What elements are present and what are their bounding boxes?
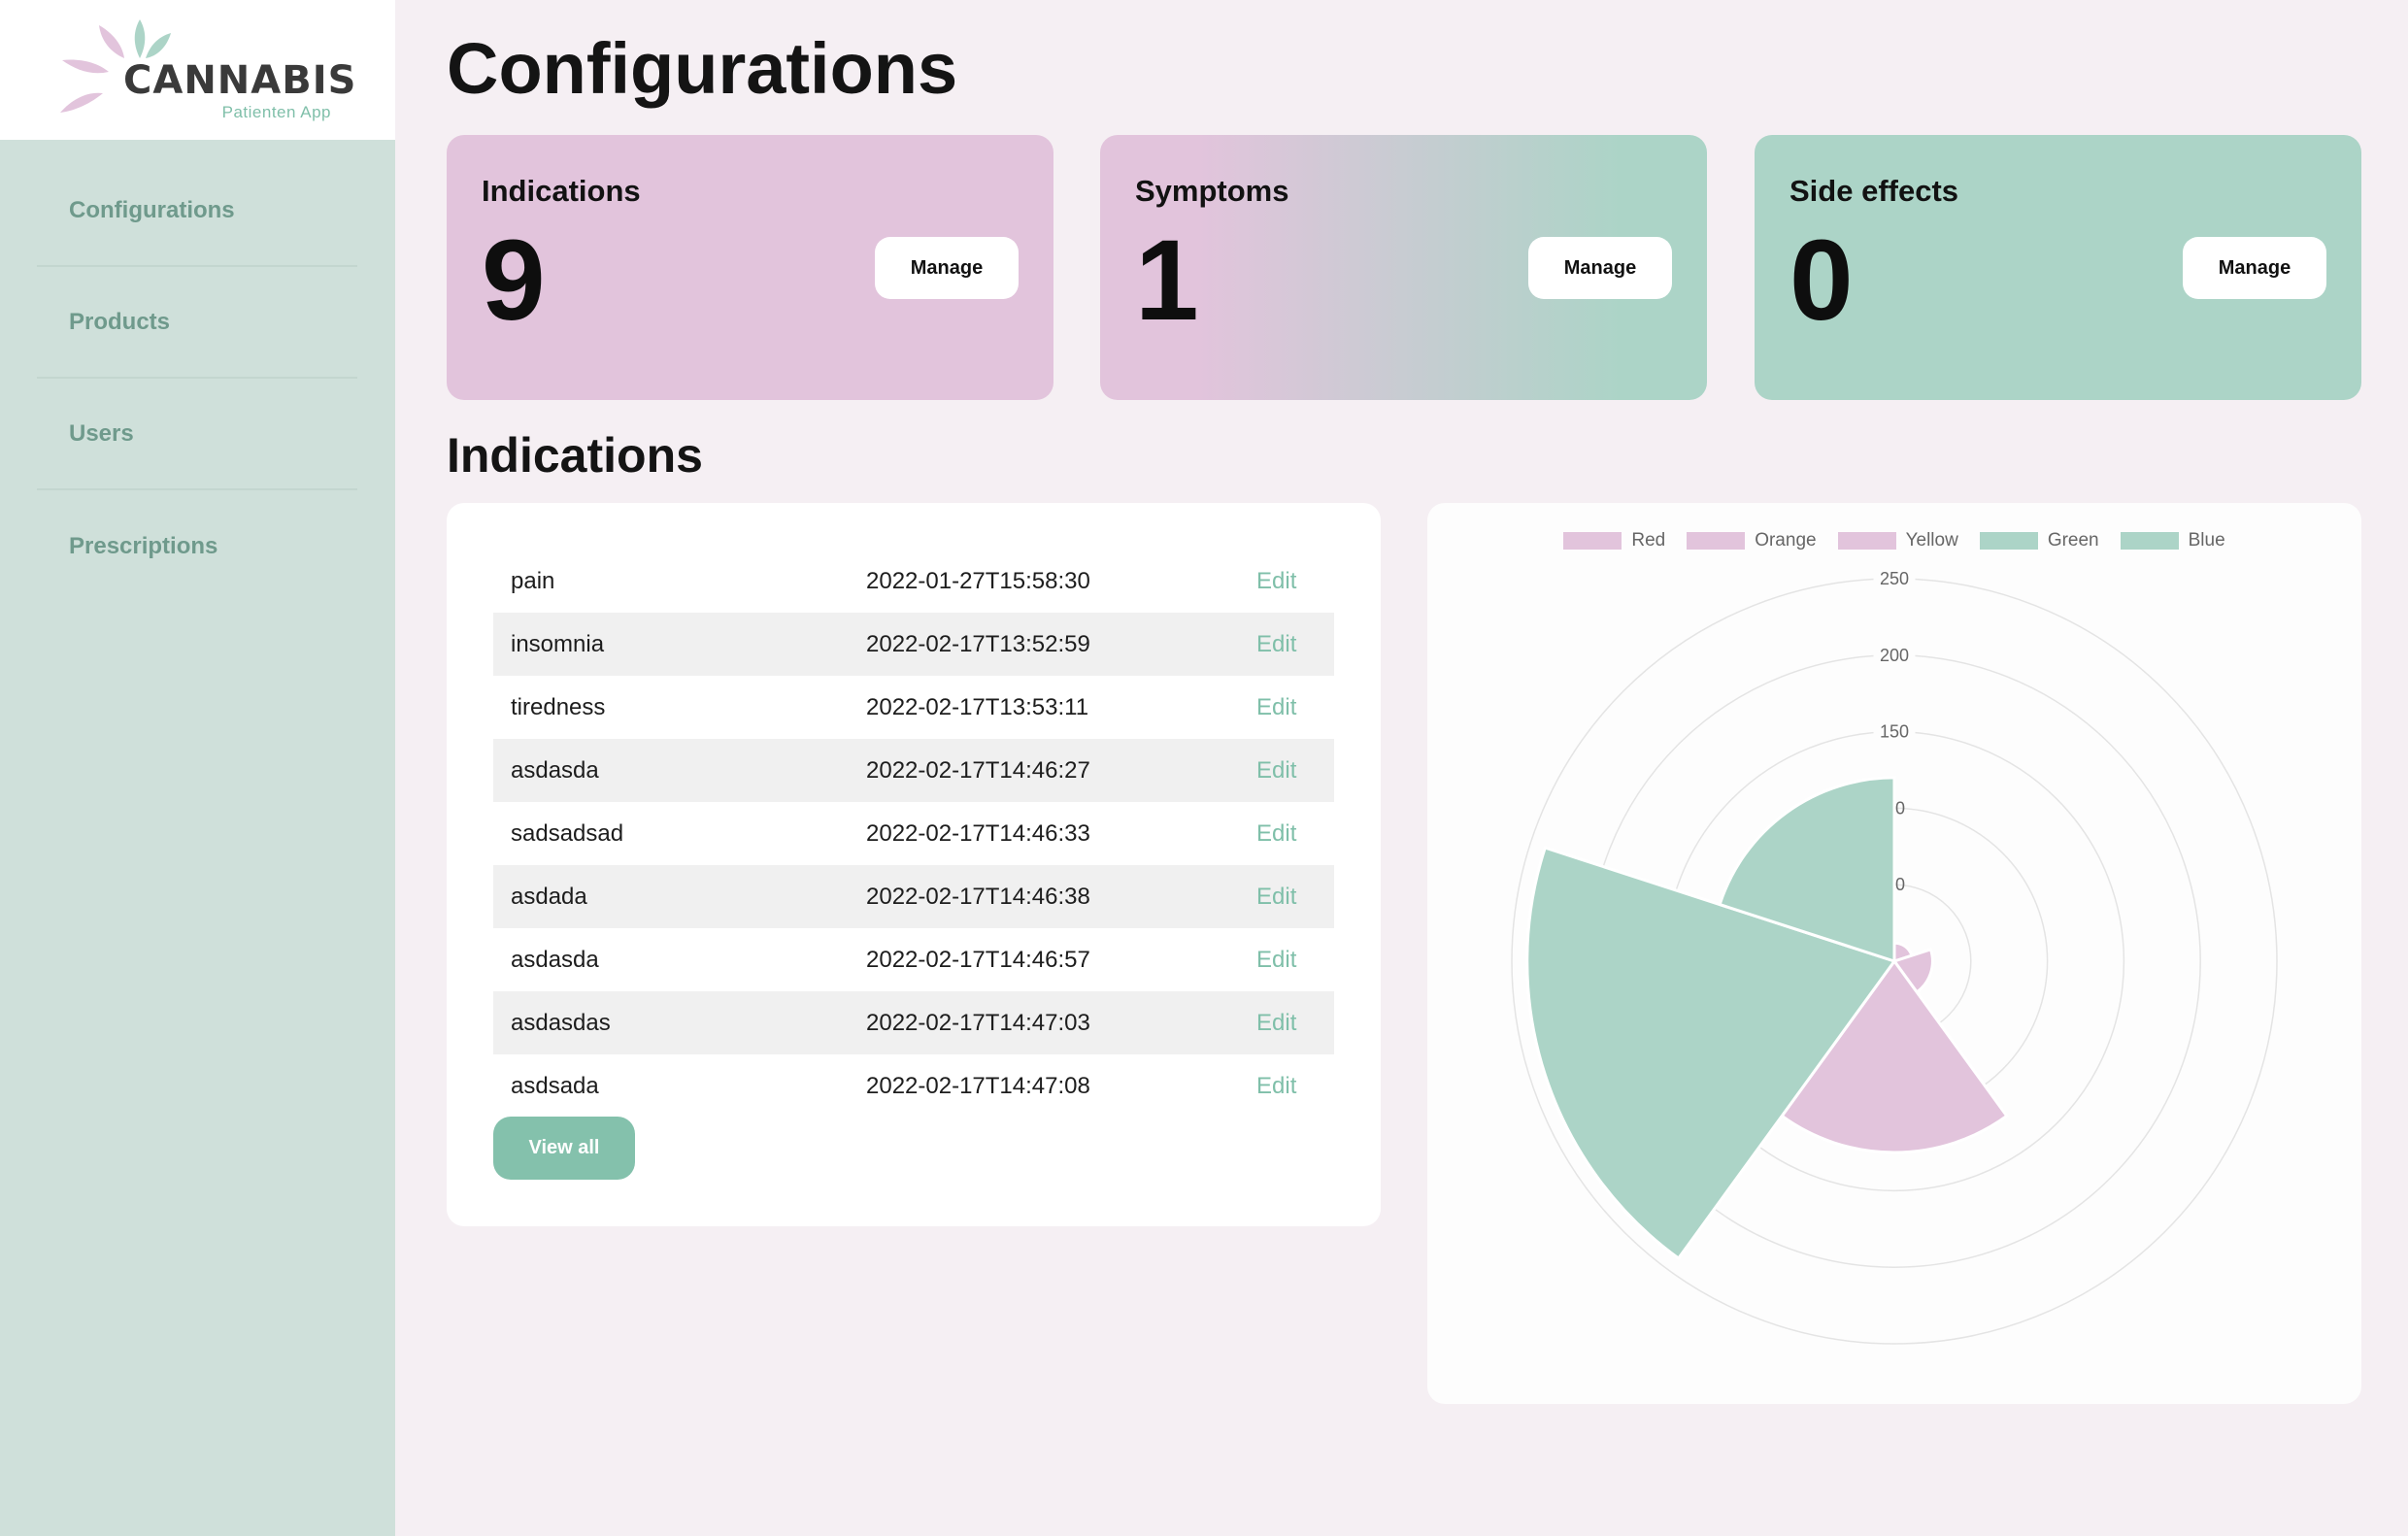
- tick-label-backdrop: [1873, 720, 1916, 743]
- polar-segment-blue[interactable]: [1718, 776, 1896, 964]
- legend-label: Blue: [2188, 530, 2225, 551]
- stat-title: Symptoms: [1135, 174, 1289, 208]
- legend-swatch: [1979, 532, 2038, 550]
- edit-link[interactable]: Edit: [1256, 567, 1297, 594]
- legend-item-red[interactable]: Red: [1563, 530, 1665, 551]
- sidebar-nav: Configurations Products Users Prescripti…: [37, 155, 357, 602]
- stat-title: Indications: [482, 174, 641, 208]
- chart-legend: Red Orange Yellow Green Blue: [1427, 530, 2361, 551]
- tick-label-backdrop: [1873, 644, 1916, 666]
- r-tick-label: 200: [1880, 646, 1909, 665]
- table-row: asdasdas 2022-02-17T14:47:03 Edit: [493, 991, 1334, 1054]
- r-tick-label: 0: [1895, 798, 1905, 818]
- logo[interactable]: CANNABIS Patienten App: [0, 0, 395, 140]
- indication-name: asdasda: [511, 756, 599, 784]
- legend-label: Red: [1631, 530, 1666, 551]
- indication-date: 2022-02-17T13:53:11: [866, 693, 1089, 720]
- indication-date: 2022-02-17T14:46:27: [866, 756, 1090, 784]
- indication-name: asdsada: [511, 1072, 599, 1099]
- sidebar-item-configurations[interactable]: Configurations: [37, 155, 357, 267]
- legend-item-yellow[interactable]: Yellow: [1837, 530, 1958, 551]
- view-all-button[interactable]: View all: [493, 1117, 635, 1180]
- brand-name: CANNABIS: [123, 58, 357, 103]
- symptoms-stat-card: Symptoms 1 Manage: [1100, 135, 1707, 400]
- manage-symptoms-button[interactable]: Manage: [1528, 237, 1672, 299]
- r-tick-label: 0: [1895, 875, 1905, 894]
- polar-area-chart-card: 0 0 150 200 250 Red Orange Yellow Green Blue: [1427, 503, 2361, 1404]
- sidebar: CANNABIS Patienten App Configurations Pr…: [0, 0, 395, 1536]
- indication-name: asdasdas: [511, 1009, 611, 1036]
- legend-swatch: [1837, 532, 1896, 550]
- indication-date: 2022-02-17T14:46:33: [866, 819, 1090, 847]
- table-row: asdada 2022-02-17T14:46:38 Edit: [493, 865, 1334, 928]
- table-row: tiredness 2022-02-17T13:53:11 Edit: [493, 676, 1334, 739]
- table-row: sadsadsad 2022-02-17T14:46:33 Edit: [493, 802, 1334, 865]
- table-row: asdasda 2022-02-17T14:46:27 Edit: [493, 739, 1334, 802]
- tick-label-backdrop: [1873, 568, 1916, 589]
- brand-subtitle: Patienten App: [221, 103, 331, 121]
- legend-item-orange[interactable]: Orange: [1687, 530, 1817, 551]
- sidebar-item-products[interactable]: Products: [37, 267, 357, 379]
- indication-date: 2022-01-27T15:58:30: [866, 567, 1090, 594]
- manage-indications-button[interactable]: Manage: [875, 237, 1019, 299]
- manage-side-effects-button[interactable]: Manage: [2183, 237, 2326, 299]
- edit-link[interactable]: Edit: [1256, 630, 1297, 657]
- stat-value: 9: [482, 217, 546, 345]
- indication-name: tiredness: [511, 693, 606, 720]
- indication-name: sadsadsad: [511, 819, 624, 847]
- legend-label: Orange: [1755, 530, 1817, 551]
- indication-name: asdada: [511, 883, 587, 910]
- stat-value: 1: [1135, 217, 1199, 345]
- edit-link[interactable]: Edit: [1256, 946, 1297, 973]
- edit-link[interactable]: Edit: [1256, 883, 1297, 910]
- indications-list-card: pain 2022-01-27T15:58:30 Edit insomnia 2…: [447, 503, 1381, 1226]
- indication-date: 2022-02-17T14:46:38: [866, 883, 1090, 910]
- indication-name: pain: [511, 567, 555, 594]
- legend-label: Yellow: [1905, 530, 1958, 551]
- cannabis-leaf-icon: [60, 19, 171, 113]
- table-row: pain 2022-01-27T15:58:30 Edit: [493, 550, 1334, 613]
- edit-link[interactable]: Edit: [1256, 756, 1297, 784]
- legend-swatch: [1687, 532, 1746, 550]
- stat-value: 0: [1789, 217, 1854, 345]
- r-tick-label: 250: [1880, 569, 1909, 588]
- edit-link[interactable]: Edit: [1256, 1072, 1297, 1099]
- indication-date: 2022-02-17T14:46:57: [866, 946, 1090, 973]
- edit-link[interactable]: Edit: [1256, 693, 1297, 720]
- indications-list: pain 2022-01-27T15:58:30 Edit insomnia 2…: [493, 550, 1334, 1118]
- legend-item-green[interactable]: Green: [1979, 530, 2099, 551]
- legend-swatch: [2120, 532, 2179, 550]
- indications-stat-card: Indications 9 Manage: [447, 135, 1054, 400]
- indication-date: 2022-02-17T13:52:59: [866, 630, 1090, 657]
- table-row: asdsada 2022-02-17T14:47:08 Edit: [493, 1054, 1334, 1118]
- section-title: Indications: [447, 428, 703, 483]
- sidebar-item-users[interactable]: Users: [37, 379, 357, 490]
- polar-segment-green[interactable]: [1525, 846, 1897, 1261]
- indication-date: 2022-02-17T14:47:03: [866, 1009, 1090, 1036]
- polar-area-chart: 0 0 150 200 250: [1511, 568, 2278, 1345]
- edit-link[interactable]: Edit: [1256, 819, 1297, 847]
- legend-item-blue[interactable]: Blue: [2120, 530, 2225, 551]
- edit-link[interactable]: Edit: [1256, 1009, 1297, 1036]
- polar-segment-orange[interactable]: [1891, 947, 1934, 994]
- polar-segment-yellow[interactable]: [1780, 958, 2009, 1154]
- r-tick-label: 150: [1880, 722, 1909, 742]
- stat-title: Side effects: [1789, 174, 1959, 208]
- indication-name: asdasda: [511, 946, 599, 973]
- side-effects-stat-card: Side effects 0 Manage: [1755, 135, 2361, 400]
- legend-label: Green: [2047, 530, 2099, 551]
- indication-name: insomnia: [511, 630, 605, 657]
- indication-date: 2022-02-17T14:47:08: [866, 1072, 1090, 1099]
- table-row: asdasda 2022-02-17T14:46:57 Edit: [493, 928, 1334, 991]
- legend-swatch: [1563, 532, 1622, 550]
- sidebar-item-prescriptions[interactable]: Prescriptions: [69, 532, 218, 559]
- page-title: Configurations: [447, 28, 958, 109]
- table-row: insomnia 2022-02-17T13:52:59 Edit: [493, 613, 1334, 676]
